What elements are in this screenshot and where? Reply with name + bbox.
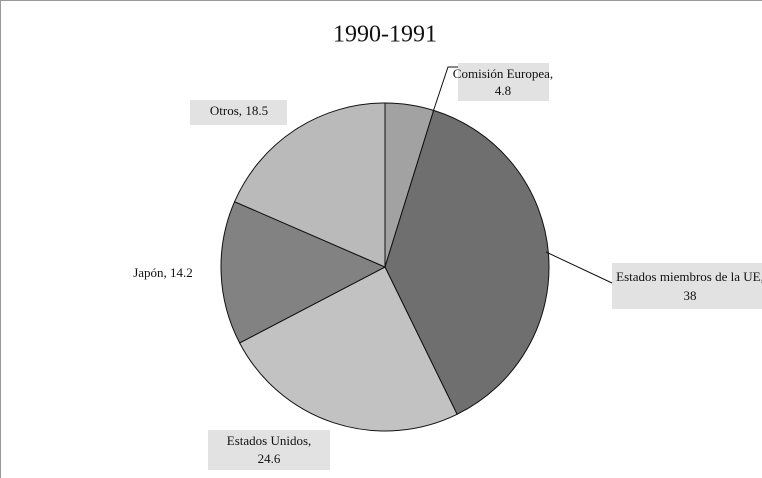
value-label: 24.6 [258,451,281,466]
category-label: Otros, [210,103,242,118]
pie-slice [233,102,386,268]
label-box [208,430,330,470]
leader-line [432,66,458,113]
pie-slice [220,201,387,344]
slice-label: Otros, 18.5 [210,103,268,118]
category-label: Japón, [133,265,167,280]
value-label: 38 [684,288,697,303]
pie-slice [384,109,550,415]
value-label: 14.2 [170,265,193,280]
leader-line [545,251,613,284]
label-box [190,100,287,125]
value-label: 4.8 [495,83,511,98]
value-label: 18.5 [245,103,268,118]
slice-label: Japón, 14.2 [133,265,193,280]
label-box [458,63,549,101]
category-label: Comisión Europea, [453,66,553,81]
category-label: Estados miembros de la UE, [616,269,762,284]
category-label: Estados Unidos, [227,433,312,448]
label-box [612,263,762,309]
chart-title: 1990-1991 [333,22,437,48]
pie-slice [238,266,458,432]
